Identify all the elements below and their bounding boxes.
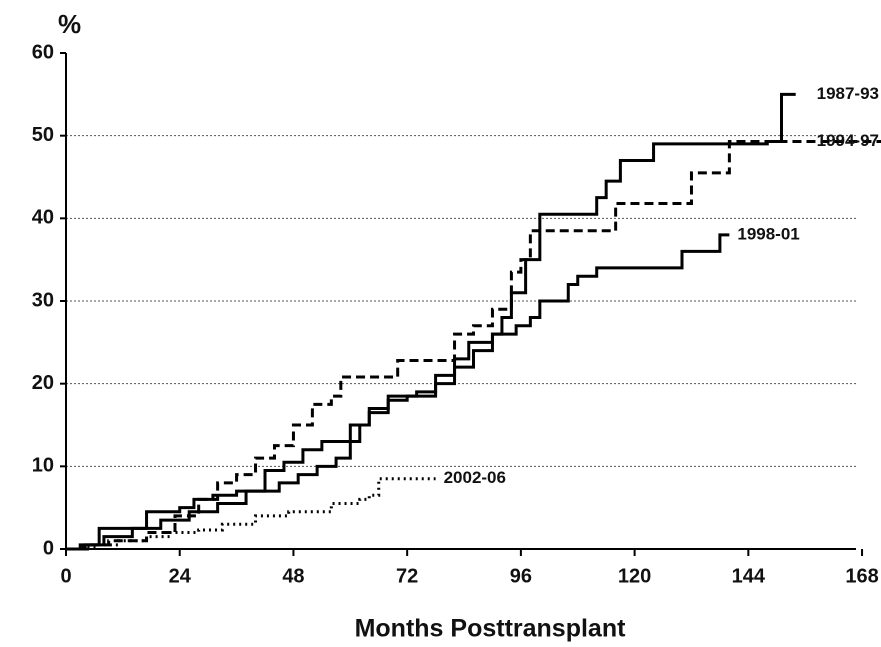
y-tick-label: 60 (32, 41, 54, 63)
series-label: 1994-97 (817, 131, 879, 150)
y-tick-label: 50 (32, 124, 54, 146)
x-tick-label: 72 (396, 565, 418, 587)
x-tick-label: 48 (282, 565, 304, 587)
series-label: 2002-06 (444, 468, 506, 487)
y-tick-label: 30 (32, 289, 54, 311)
step-line (66, 477, 436, 551)
y-tick-label: 10 (32, 455, 54, 477)
x-tick-label: 144 (732, 565, 766, 587)
series-label: 1987-93 (817, 84, 879, 103)
x-tick-label: 24 (169, 565, 192, 587)
x-axis-label: Months Posttransplant (355, 615, 627, 643)
step-line (66, 139, 881, 551)
x-tick-label: 168 (845, 565, 878, 587)
y-tick-label: 0 (43, 537, 54, 559)
x-tick-label: 96 (510, 565, 532, 587)
x-tick-label: 120 (618, 565, 651, 587)
step-line (66, 233, 730, 551)
y-axis-label: % (58, 9, 81, 39)
y-tick-label: 40 (32, 207, 54, 229)
x-tick-label: 0 (60, 565, 71, 587)
series-label: 1998-01 (737, 224, 799, 243)
y-tick-label: 20 (32, 372, 54, 394)
step-line (66, 92, 796, 551)
